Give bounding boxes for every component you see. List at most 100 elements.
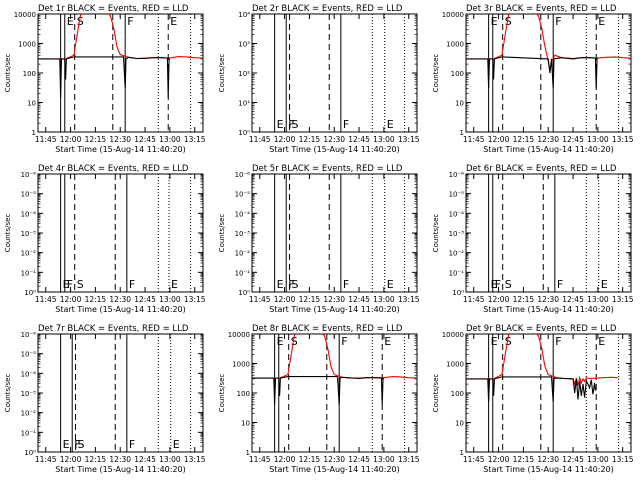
- event-mark-label: E: [384, 335, 391, 348]
- panel-title: Det 2r BLACK = Events, RED = LLD: [252, 4, 403, 14]
- series-events-line: [466, 376, 596, 402]
- y-tick-label: 10³: [238, 41, 250, 49]
- y-tick-label: 10000: [228, 331, 250, 339]
- panel-det-6: Det 6r BLACK = Events, RED = LLD 10⁰ 10⁻¹ 1…: [432, 164, 634, 314]
- x-tick-label: 12:00: [274, 295, 296, 304]
- event-mark-label: S: [291, 335, 298, 348]
- event-mark-label: S: [292, 278, 299, 291]
- y-axis-label: Counts/sec: [4, 214, 12, 253]
- event-mark-label: E: [387, 118, 394, 131]
- y-axis-label: Counts/sec: [432, 214, 440, 253]
- x-tick-label: 12:45: [562, 455, 584, 464]
- x-tick-label: 13:00: [587, 135, 609, 144]
- x-tick-label: 12:00: [60, 135, 82, 144]
- x-tick-label: 13:00: [159, 455, 181, 464]
- event-mark-label: E: [170, 15, 177, 28]
- y-tick-label: 10⁻¹: [235, 269, 251, 277]
- panel-det-7: Det 7r BLACK = Events, RED = LLD 10⁰ 10⁻¹ 1…: [4, 324, 206, 474]
- y-tick-label: 10⁰: [238, 129, 250, 137]
- y-tick-label: 10⁻⁵: [235, 191, 251, 199]
- x-tick-label: 12:15: [85, 295, 107, 304]
- y-tick-label: 1: [460, 129, 464, 137]
- x-tick-label: 13:00: [373, 135, 395, 144]
- y-tick-label: 10⁻³: [21, 230, 37, 238]
- event-mark-label: F: [555, 335, 561, 348]
- x-tick-label: 13:15: [398, 295, 420, 304]
- y-tick-label: 10⁻⁴: [449, 210, 465, 218]
- panel-title: Det 8r BLACK = Events, RED = LLD: [252, 324, 403, 334]
- panel-det-4: Det 4r BLACK = Events, RED = LLD 10⁰ 10⁻¹ 1…: [4, 164, 206, 314]
- event-mark-label: S: [292, 118, 299, 131]
- y-tick-label: 10000: [14, 11, 36, 19]
- y-tick-label: 1000: [446, 41, 464, 49]
- y-tick-label: 10⁻⁴: [235, 210, 251, 218]
- x-tick-label: 12:00: [274, 455, 296, 464]
- x-tick-label: 12:15: [85, 455, 107, 464]
- event-mark-label: F: [557, 278, 563, 291]
- event-mark-label: F: [129, 438, 135, 451]
- event-mark-label: E: [277, 118, 284, 131]
- x-tick-label: 12:45: [348, 295, 370, 304]
- y-tick-label: 10⁰: [452, 289, 464, 297]
- event-mark-label: F: [127, 15, 133, 28]
- plot-frame: [37, 173, 204, 293]
- x-tick-label: 13:15: [612, 135, 634, 144]
- event-mark-label: E: [387, 278, 394, 291]
- x-tick-label: 12:00: [60, 295, 82, 304]
- y-tick-label: 10⁻⁶: [235, 171, 251, 179]
- panel-title: Det 7r BLACK = Events, RED = LLD: [38, 324, 189, 334]
- x-axis-label: Start Time (15-Aug-14 11:40:20): [269, 305, 400, 314]
- x-tick-label: 13:15: [184, 455, 206, 464]
- y-axis-label: Counts/sec: [218, 374, 226, 413]
- x-tick-label: 13:00: [587, 455, 609, 464]
- y-axis-label: Counts/sec: [4, 374, 12, 413]
- x-tick-label: 13:00: [159, 135, 181, 144]
- y-tick-label: 10⁻⁴: [21, 210, 37, 218]
- event-mark-label: F: [343, 118, 349, 131]
- x-tick-label: 12:00: [488, 455, 510, 464]
- x-tick-label: 12:30: [537, 295, 559, 304]
- event-mark-label: S: [78, 438, 85, 451]
- series-lld-line: [252, 334, 417, 379]
- x-tick-label: 12:45: [348, 135, 370, 144]
- y-tick-label: 1: [460, 449, 464, 457]
- plot-frame: [465, 173, 632, 293]
- event-mark-label: E: [63, 438, 70, 451]
- y-tick-label: 100: [451, 70, 464, 78]
- panel-title: Det 5r BLACK = Events, RED = LLD: [252, 164, 403, 174]
- panel-title: Det 1r BLACK = Events, RED = LLD: [38, 4, 189, 14]
- y-tick-label: 10: [241, 420, 250, 428]
- x-tick-label: 12:15: [513, 295, 535, 304]
- y-tick-label: 10⁻⁶: [449, 171, 465, 179]
- y-tick-label: 10⁻⁴: [21, 370, 37, 378]
- plot-frame: [251, 333, 418, 453]
- x-tick-label: 12:30: [537, 455, 559, 464]
- panel-det-1: Det 1r BLACK = Events, RED = LLD 1 10 100 10…: [4, 4, 206, 154]
- y-tick-label: 10⁻²: [21, 250, 37, 258]
- plot-frame: [251, 173, 418, 293]
- x-axis-label: Start Time (15-Aug-14 11:40:20): [269, 465, 400, 474]
- x-tick-label: 12:30: [109, 455, 131, 464]
- series-lld-line: [38, 14, 203, 60]
- panel-det-3: Det 3r BLACK = Events, RED = LLD 1 10 100 10…: [432, 4, 634, 154]
- plot-frame: [465, 13, 632, 133]
- x-tick-label: 12:30: [323, 295, 345, 304]
- y-tick-label: 10⁻²: [449, 250, 465, 258]
- x-tick-label: 12:30: [537, 135, 559, 144]
- event-mark-label: S: [77, 278, 84, 291]
- y-tick-label: 10: [455, 420, 464, 428]
- event-mark-label: E: [491, 335, 498, 348]
- event-mark-label: F: [555, 15, 561, 28]
- event-mark-label: E: [277, 278, 284, 291]
- x-tick-label: 13:00: [373, 455, 395, 464]
- panel-title: Det 3r BLACK = Events, RED = LLD: [466, 4, 617, 14]
- x-tick-label: 11:45: [35, 135, 57, 144]
- series-events-line: [252, 376, 384, 405]
- y-tick-label: 10⁻⁶: [21, 171, 37, 179]
- x-tick-label: 13:15: [612, 455, 634, 464]
- x-tick-label: 12:45: [562, 295, 584, 304]
- x-axis-label: Start Time (15-Aug-14 11:40:20): [55, 305, 186, 314]
- y-tick-label: 10⁻³: [449, 230, 465, 238]
- x-tick-label: 11:45: [463, 135, 485, 144]
